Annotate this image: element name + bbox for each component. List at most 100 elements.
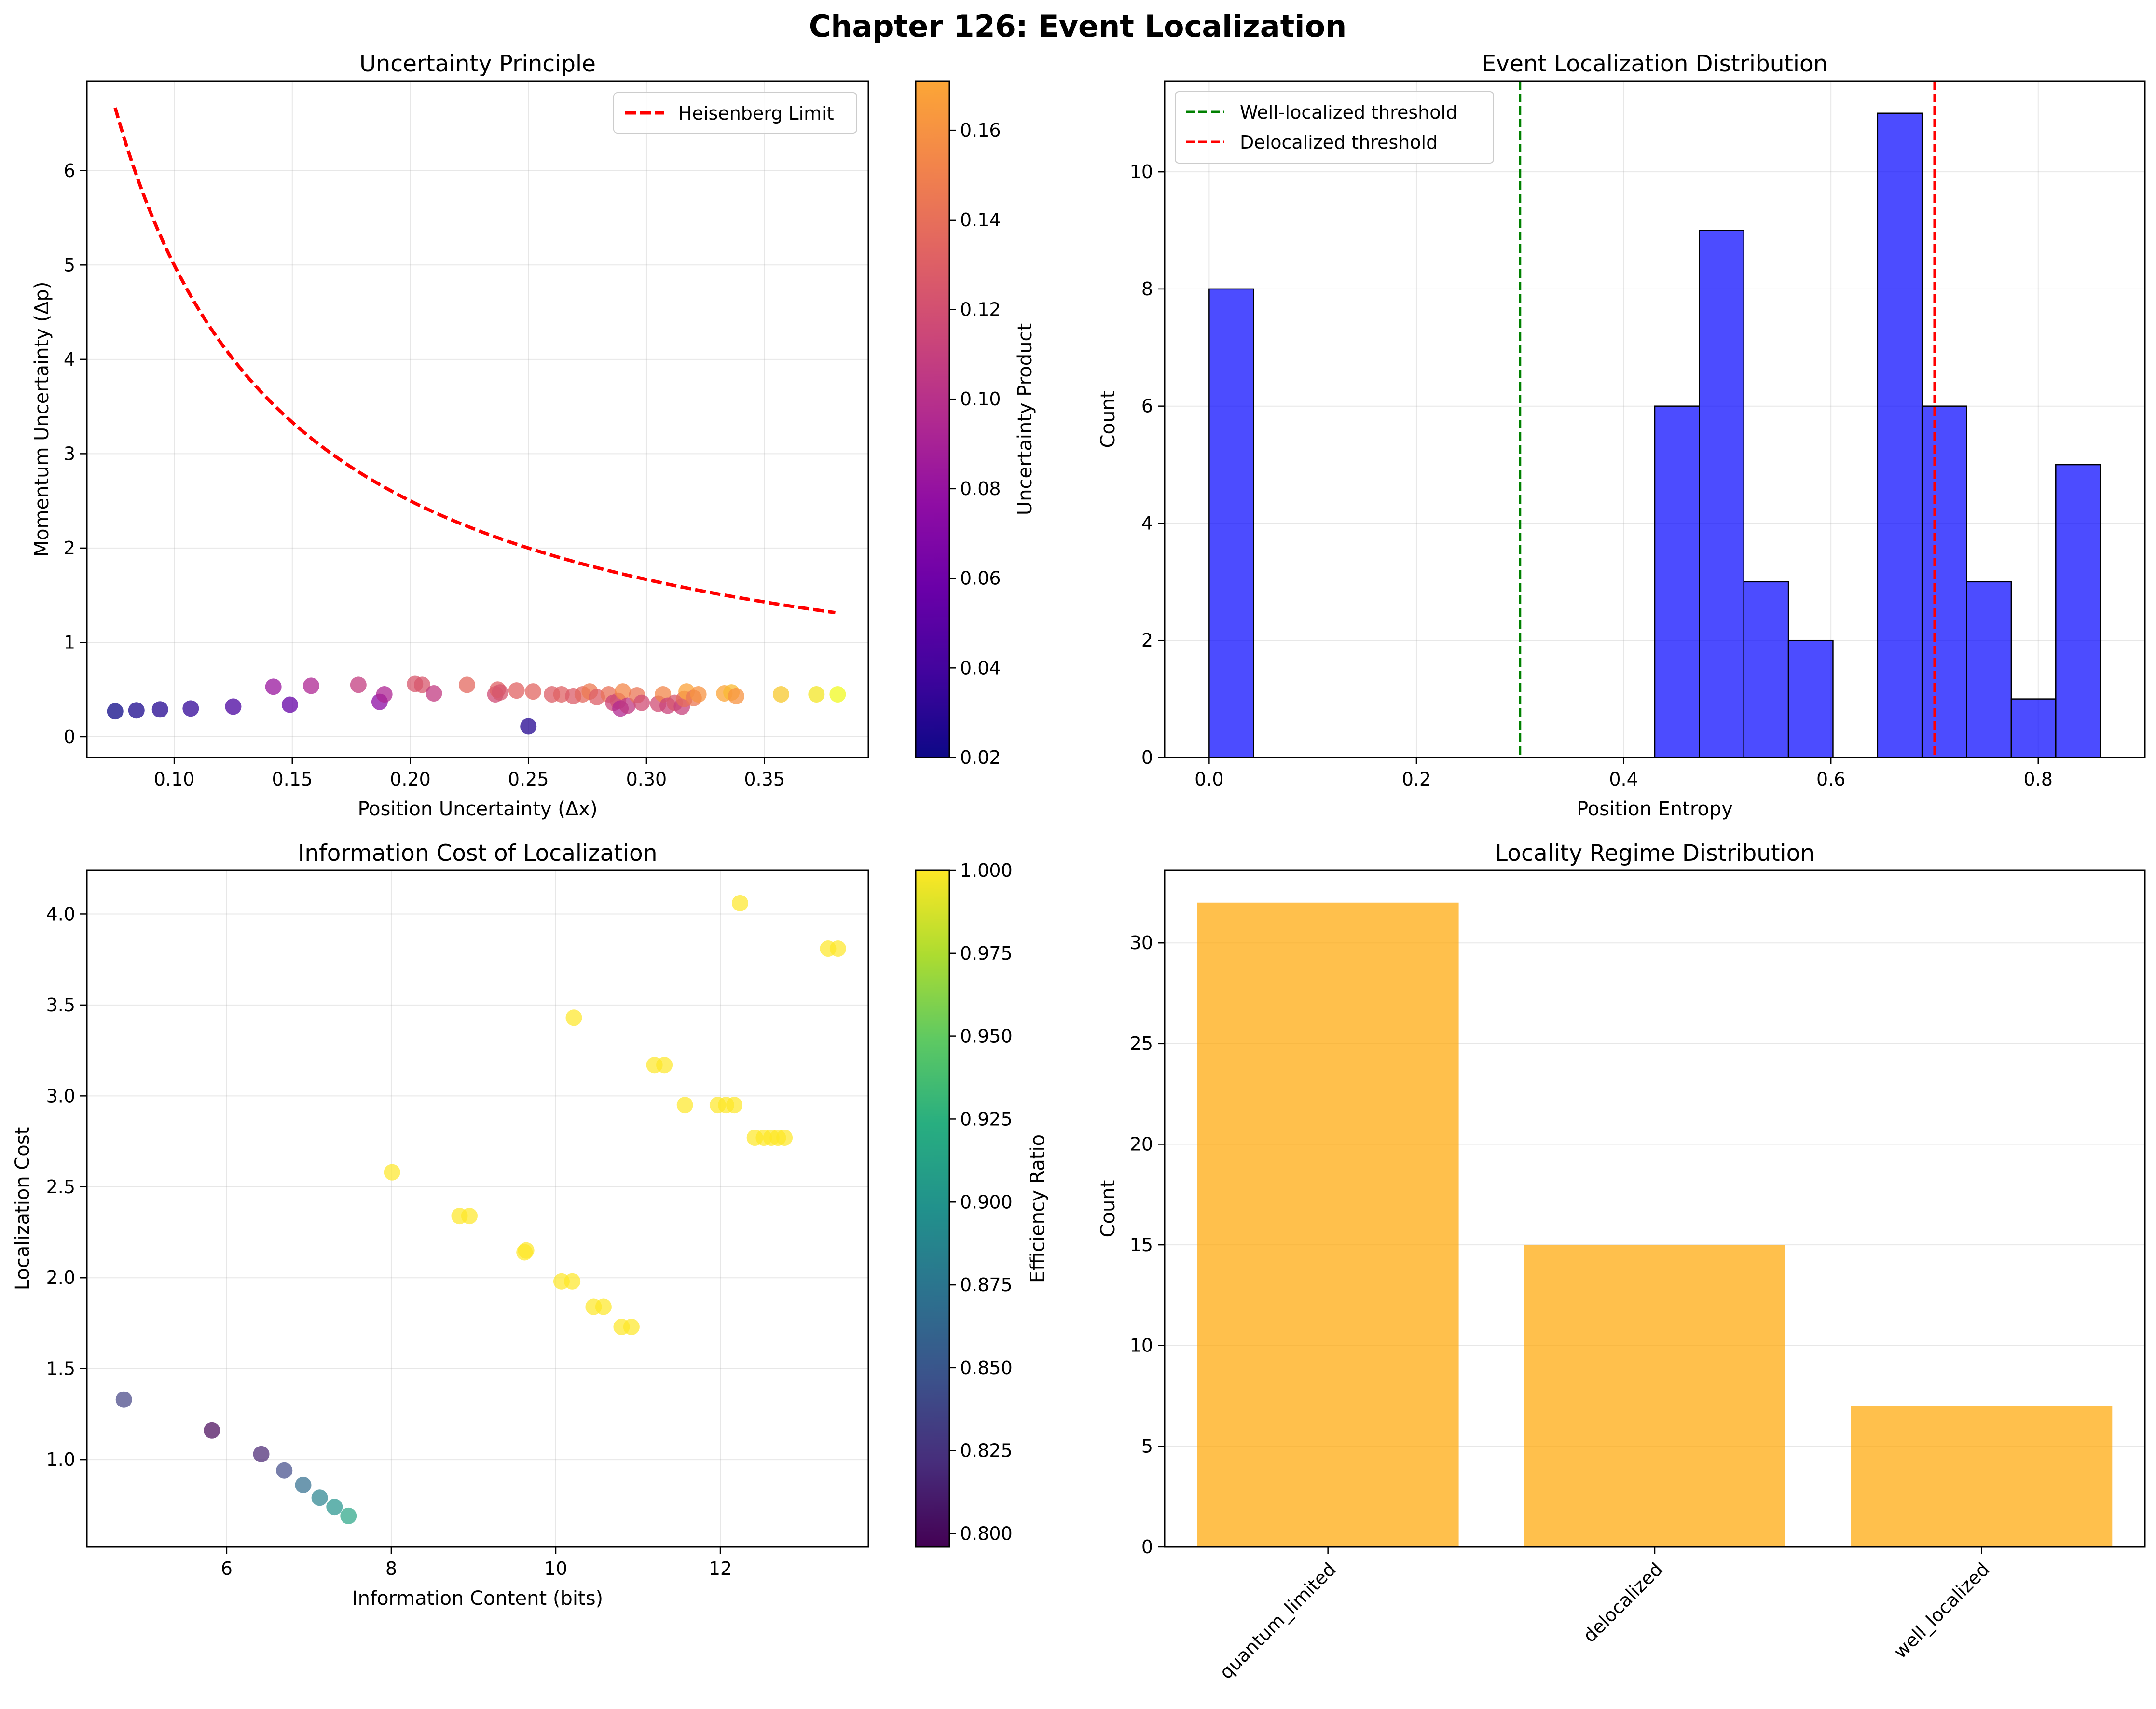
y-tick-label: 25 [1130, 1033, 1153, 1054]
scatter-point [326, 1499, 343, 1516]
y-tick-label: 1 [64, 632, 75, 653]
scatter-point [204, 1422, 220, 1439]
scatter-point [565, 1009, 582, 1026]
x-axis-label: Position Uncertainty (Δx) [357, 798, 597, 820]
colorbar-ticks: 0.800 0.825 0.850 0.875 0.900 0.925 0.950 0.975… [949, 860, 1013, 1544]
scatter-point [492, 684, 508, 701]
colorbar-tick-label: 0.875 [960, 1274, 1013, 1296]
scatter-point [731, 895, 748, 911]
y-tick-label: 20 [1130, 1133, 1153, 1155]
y-tick-label: 15 [1130, 1234, 1153, 1255]
x-tick-label: 8 [385, 1558, 397, 1579]
colorbar-tick-label: 0.950 [960, 1026, 1013, 1047]
scatter-point [253, 1446, 270, 1462]
x-tick-label: 0.20 [390, 769, 431, 790]
y-tick-label: 3.5 [46, 994, 75, 1016]
scatter-point [281, 696, 298, 713]
legend-label-delocalized: Delocalized threshold [1240, 132, 1438, 153]
legend-box [1175, 91, 1494, 164]
colorbar-tick-label: 0.850 [960, 1357, 1013, 1378]
scatter-points [115, 895, 846, 1524]
scatter-point [690, 686, 707, 703]
scatter-point [508, 682, 525, 699]
x-ticks: quantum_limited delocalized well_localized [1215, 1547, 1994, 1683]
y-tick-label: 6 [1141, 396, 1153, 417]
panel-information-cost: 6 8 10 12 1.0 1.5 2.0 2.5 3.0 3.5 4.0 Information… [12, 840, 1049, 1610]
colorbar-tick-label: 0.08 [960, 478, 1001, 499]
x-axis-label: Information Content (bits) [352, 1587, 603, 1610]
y-tick-label: 8 [1141, 278, 1153, 300]
x-ticks: 0.0 0.2 0.4 0.6 0.8 [1195, 758, 2053, 790]
legend-label-heisenberg: Heisenberg Limit [678, 103, 834, 124]
histogram-bar [1966, 581, 2012, 758]
scatter-point [726, 1097, 743, 1114]
colorbar-tick-label: 1.000 [960, 860, 1013, 881]
y-tick-label: 3 [64, 443, 75, 464]
histogram-bar [1877, 112, 1923, 758]
colorbar-label: Uncertainty Product [1014, 323, 1036, 515]
y-tick-label: 1.0 [46, 1449, 75, 1470]
heisenberg-limit-line [113, 107, 836, 615]
panel-histogram: 0.0 0.2 0.4 0.6 0.8 0 2 4 6 8 10 Event Localizati… [1097, 51, 2146, 820]
y-tick-label: 10 [1130, 161, 1153, 182]
scatter-point [829, 686, 846, 703]
x-tick-label: 0.6 [1816, 769, 1845, 790]
scatter-point [461, 1208, 478, 1225]
x-tick-label: 0.2 [1402, 769, 1431, 790]
histogram-bars [1208, 112, 2101, 758]
x-tick-label: 0.30 [626, 769, 667, 790]
y-ticks: 0 2 4 6 8 10 [1130, 161, 1165, 768]
scatter-point [518, 1242, 535, 1259]
y-axis-label: Localization Cost [12, 1127, 34, 1291]
histogram-bar [2055, 464, 2101, 758]
scatter-point [384, 1164, 400, 1181]
scatter-point [151, 701, 168, 718]
scatter-point [458, 676, 475, 693]
x-tick-label: quantum_limited [1215, 1558, 1340, 1683]
scatter-point [128, 702, 145, 719]
scatter-point [302, 677, 319, 694]
colorbar-tick-label: 0.14 [960, 209, 1001, 231]
legend: Heisenberg Limit [613, 92, 857, 134]
y-ticks: 0 5 10 15 20 25 30 [1130, 932, 1165, 1557]
x-tick-label: 0.10 [154, 769, 195, 790]
scatter-point [619, 697, 636, 714]
y-tick-label: 4.0 [46, 903, 75, 924]
scatter-point [350, 676, 367, 693]
x-tick-label: 0.8 [2024, 769, 2053, 790]
scatter-point [115, 1391, 132, 1408]
scatter-point [520, 718, 537, 735]
y-tick-label: 6 [64, 160, 75, 181]
histogram-bar [1921, 405, 1967, 758]
x-tick-label: 10 [544, 1558, 567, 1579]
y-ticks: 1.0 1.5 2.0 2.5 3.0 3.5 4.0 [46, 903, 87, 1470]
y-tick-label: 5 [64, 254, 75, 276]
colorbar: 0.02 0.04 0.06 0.08 0.10 0.12 0.14 0.16 Uncerta… [915, 80, 1036, 768]
colorbar-tick-label: 0.800 [960, 1523, 1013, 1544]
regime-bars [1197, 902, 2113, 1547]
legend-box [613, 92, 857, 134]
colorbar-gradient [915, 80, 950, 758]
scatter-point [595, 1298, 612, 1315]
colorbar-tick-label: 0.825 [960, 1440, 1013, 1461]
colorbar-tick-label: 0.900 [960, 1191, 1013, 1213]
scatter-point [808, 686, 825, 703]
y-tick-label: 0 [1141, 747, 1153, 768]
panel-uncertainty: 0.10 0.15 0.20 0.25 0.30 0.35 0 1 2 3 4 5 6 Uncerta… [31, 51, 1036, 820]
chart-title: Event Localization Distribution [1482, 51, 1827, 77]
histogram-bar [1743, 581, 1789, 758]
plot-frame [86, 80, 869, 758]
chart-title: Locality Regime Distribution [1495, 840, 1814, 867]
scatter-point [225, 698, 242, 715]
histogram-bar [1654, 405, 1700, 758]
y-tick-label: 2 [64, 538, 75, 559]
colorbar-tick-label: 0.12 [960, 299, 1001, 320]
scatter-point [107, 703, 124, 720]
x-tick-label: 0.35 [744, 769, 785, 790]
scatter-point [295, 1476, 312, 1493]
x-tick-label: 6 [221, 1558, 233, 1579]
y-tick-label: 2 [1141, 630, 1153, 651]
y-tick-label: 4 [64, 349, 75, 370]
colorbar-gradient [915, 869, 950, 1548]
